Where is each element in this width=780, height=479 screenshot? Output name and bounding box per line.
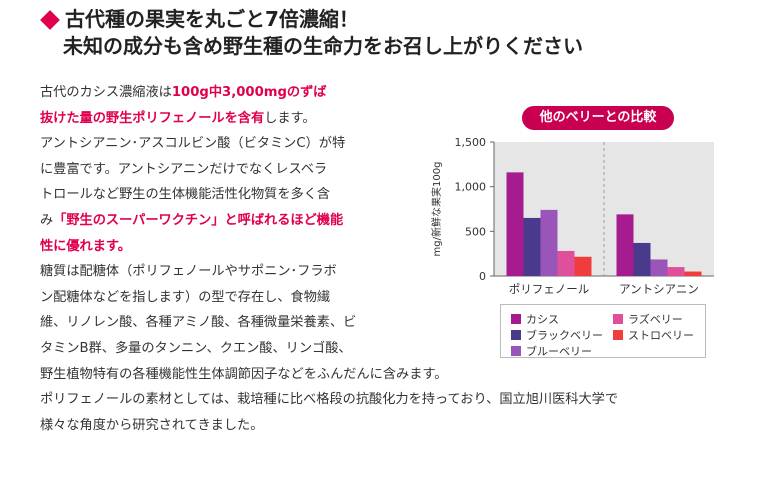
body-line: み「野生のスーパーワクチン」と呼ばれるほど機能 xyxy=(40,208,618,234)
bar-0-1 xyxy=(523,217,541,276)
comparison-chart: 0 500 1,000 1,500 mg/新鮮な果実100g ポリフェノール アントシアニン… xyxy=(416,100,716,362)
body-line: タミンB群、多量のタンニン、クエン酸、リンゴ酸、 xyxy=(40,340,352,356)
highlight-text: 抜けた量の野生ポリフェノールを含有 xyxy=(40,110,265,126)
legend-item: ブラックベリー xyxy=(511,327,603,343)
chart-title: 他のベリーとの比較 xyxy=(522,106,674,130)
chart-legend: カシスブラックベリー ブルーベリー ラズベリーストロベリー xyxy=(500,304,706,358)
y-tick-label: 0 xyxy=(479,270,486,283)
legend-swatch xyxy=(511,314,521,324)
text-segment: 古代のカシス濃縮液は xyxy=(40,85,172,100)
highlight-text: 性に優れます。 xyxy=(40,238,131,254)
heading-line-1-text: 古代種の果実を丸ごと7倍濃縮！ xyxy=(65,7,359,31)
legend-label: カシス xyxy=(526,313,559,326)
legend-swatch xyxy=(511,346,521,356)
body-line: 野生植物特有の各種機能性生体調節因子などをふんだんに含みます。 xyxy=(40,366,448,382)
legend-swatch xyxy=(613,330,623,340)
body-line: ポリフェノールの素材としては、栽培種に比べ格段の抗酸化力を持っており、国立旭川医… xyxy=(40,392,619,408)
body-line: アントシアニン･アスコルビン酸（ビタミンC）が特 xyxy=(40,136,346,152)
bar-1-4 xyxy=(684,271,702,276)
body-line: 糖質は配糖体（ポリフェノールやサポニン･フラボ xyxy=(40,264,337,280)
diamond-bullet-icon xyxy=(40,9,60,30)
body-line: 抜けた量の野生ポリフェノールを含有します。 xyxy=(40,106,618,132)
body-line: 様々な角度から研究されてきました。 xyxy=(40,417,264,433)
text-segment: します。 xyxy=(264,110,316,126)
x-category-label: ポリフェノール xyxy=(509,282,590,296)
body-line: トロールなど野生の生体機能活性化物質を多く含 xyxy=(40,187,331,203)
x-category-label: アントシアニン xyxy=(619,282,699,296)
bar-1-2 xyxy=(650,259,668,276)
legend-swatch xyxy=(613,314,623,324)
legend-label: ラズベリー xyxy=(628,313,683,326)
heading-line-1: 古代種の果実を丸ごと7倍濃縮！ xyxy=(40,6,770,33)
text-segment: み xyxy=(40,212,54,228)
highlight-text: 「野生のスーパーワクチン」と呼ばれるほど機能 xyxy=(53,212,344,228)
body-line: に豊富です。アントシアニンだけでなくレスベラ xyxy=(40,161,328,177)
body-line: 古代のカシス濃縮液は100g中3,000mgのずば xyxy=(40,80,618,106)
bar-0-2 xyxy=(540,209,558,276)
bar-0-4 xyxy=(574,256,592,276)
body-line: 維、リノレン酸、各種アミノ酸、各種微量栄養素、ビ xyxy=(40,315,357,331)
legend-label: ストロベリー xyxy=(628,329,694,342)
bar-1-3 xyxy=(667,267,685,276)
legend-item: ブルーベリー xyxy=(511,343,592,359)
bar-0-3 xyxy=(557,250,575,276)
legend-item: ストロベリー xyxy=(613,327,694,343)
legend-swatch xyxy=(511,330,521,340)
bar-0-0 xyxy=(506,172,524,276)
highlight-text: 100g中3,000mgのずば xyxy=(171,85,327,100)
legend-label: ブルーベリー xyxy=(526,345,592,358)
bar-1-0 xyxy=(616,214,634,276)
y-axis-label: mg/新鮮な果実100g xyxy=(430,162,443,257)
body-line: 性に優れます。 xyxy=(40,234,618,260)
y-tick-label: 1,000 xyxy=(455,181,487,194)
y-tick-label: 500 xyxy=(465,225,486,238)
legend-item: ラズベリー xyxy=(613,311,683,327)
chart-svg: 0 500 1,000 1,500 mg/新鮮な果実100g ポリフェノール アントシアニン xyxy=(430,136,714,296)
legend-item: カシス xyxy=(511,311,559,327)
y-tick-label: 1,500 xyxy=(455,136,487,149)
legend-label: ブラックベリー xyxy=(526,329,603,342)
bar-1-1 xyxy=(633,242,651,276)
body-text: 古代のカシス濃縮液は100g中3,000mgのずば 抜けた量の野生ポリフェノール… xyxy=(40,80,618,438)
heading-line-2: 未知の成分も含め野生種の生命力をお召し上がりください xyxy=(63,34,583,58)
heading-block: 古代種の果実を丸ごと7倍濃縮！ 未知の成分も含め野生種の生命力をお召し上がりくだ… xyxy=(40,6,770,60)
body-line: ン配糖体などを指します）の型で存在し、食物繊 xyxy=(40,289,331,305)
